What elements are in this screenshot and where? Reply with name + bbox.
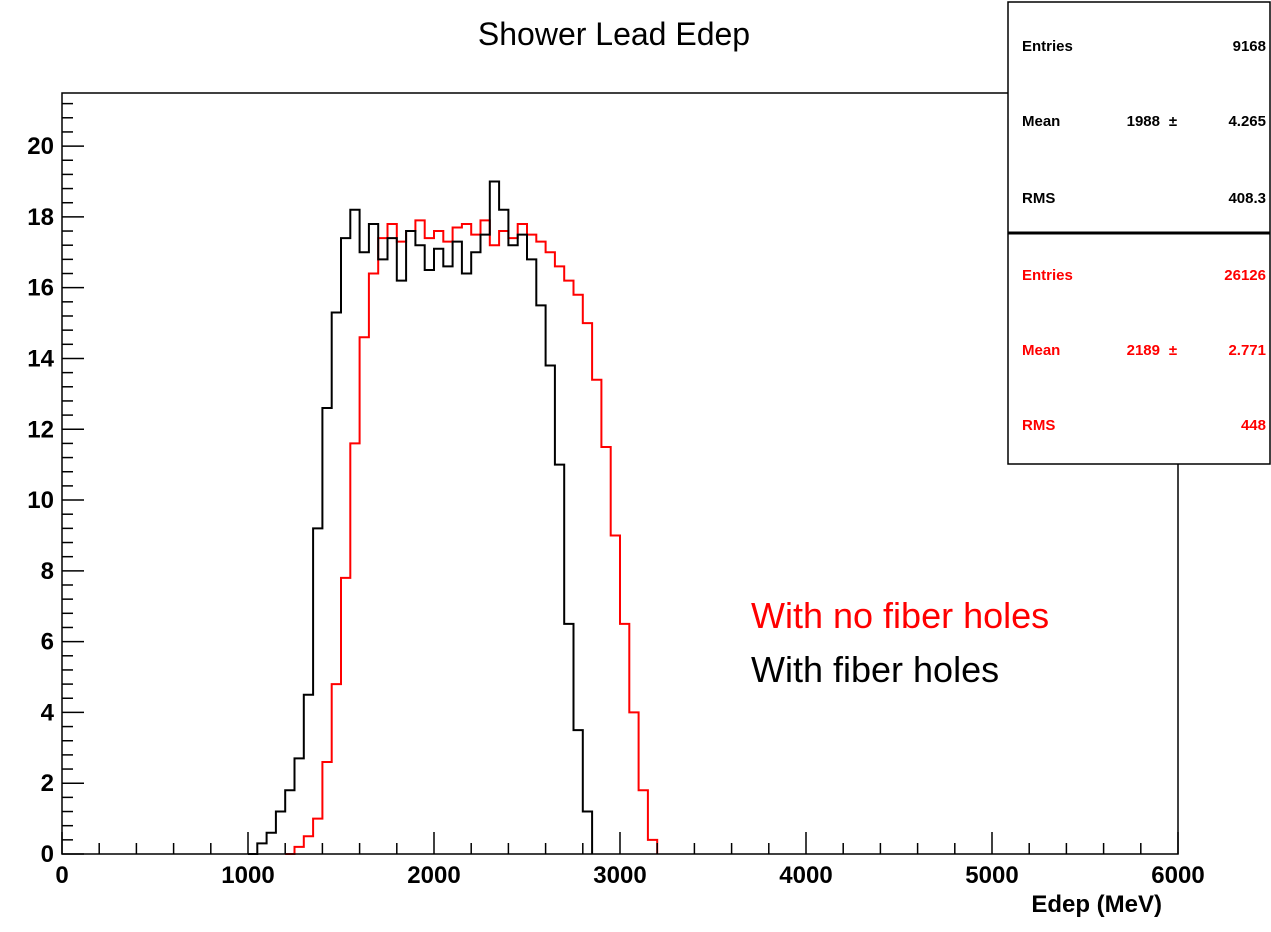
stat-plusminus: ± bbox=[1169, 113, 1177, 130]
series-line-no-fiber-holes bbox=[285, 219, 659, 855]
x-tick-label: 2000 bbox=[407, 862, 460, 889]
stat-entries-label: Entries bbox=[1022, 267, 1073, 284]
x-axis: 0 1000 2000 3000 4000 5000 6000 bbox=[55, 832, 1205, 889]
stats-black: Entries 9168 Mean 1988 ± 4.265 RMS 408.3 bbox=[1022, 38, 1266, 207]
stat-mean-value: 2189 bbox=[1127, 342, 1160, 359]
y-tick-label: 20 bbox=[27, 133, 54, 160]
stat-mean-label: Mean bbox=[1022, 113, 1060, 130]
stat-entries-value: 9168 bbox=[1233, 38, 1266, 55]
y-axis: 0 2 4 6 8 10 12 14 16 18 20 bbox=[27, 102, 84, 868]
y-tick-label: 8 bbox=[41, 558, 54, 585]
y-tick-label: 16 bbox=[27, 275, 54, 302]
stat-rms-value: 448 bbox=[1241, 417, 1266, 434]
x-tick-label: 4000 bbox=[779, 862, 832, 889]
y-tick-label: 6 bbox=[41, 629, 54, 656]
stat-rms-label: RMS bbox=[1022, 190, 1055, 207]
stat-plusminus: ± bbox=[1169, 342, 1177, 359]
legend-label-fiber-holes: With fiber holes bbox=[751, 649, 999, 690]
x-tick-label: 3000 bbox=[593, 862, 646, 889]
x-tick-label: 0 bbox=[55, 862, 68, 889]
stat-mean-error: 2.771 bbox=[1228, 342, 1266, 359]
y-tick-label: 18 bbox=[27, 204, 54, 231]
x-tick-label: 6000 bbox=[1151, 862, 1204, 889]
y-tick-label: 0 bbox=[41, 841, 54, 868]
stats-box: Entries 9168 Mean 1988 ± 4.265 RMS 408.3… bbox=[1007, 1, 1271, 465]
legend-label-no-fiber-holes: With no fiber holes bbox=[751, 595, 1049, 636]
stat-rms-value: 408.3 bbox=[1228, 190, 1266, 207]
stat-mean-value: 1988 bbox=[1127, 113, 1160, 130]
y-tick-label: 4 bbox=[41, 699, 55, 726]
x-axis-title: Edep (MeV) bbox=[1031, 891, 1162, 918]
stat-mean-error: 4.265 bbox=[1228, 113, 1266, 130]
stat-mean-label: Mean bbox=[1022, 342, 1060, 359]
y-tick-label: 2 bbox=[41, 770, 54, 797]
series-line-fiber-holes bbox=[248, 180, 594, 855]
y-tick-label: 14 bbox=[27, 345, 54, 372]
stat-entries-value: 26126 bbox=[1224, 267, 1266, 284]
stat-entries-label: Entries bbox=[1022, 38, 1073, 55]
y-tick-label: 10 bbox=[27, 487, 54, 514]
chart-title: Shower Lead Edep bbox=[478, 16, 750, 52]
stat-rms-label: RMS bbox=[1022, 417, 1055, 434]
stats-red: Entries 26126 Mean 2189 ± 2.771 RMS 448 bbox=[1022, 267, 1266, 434]
x-tick-label: 5000 bbox=[965, 862, 1018, 889]
x-tick-label: 1000 bbox=[221, 862, 274, 889]
y-tick-label: 12 bbox=[27, 416, 54, 443]
